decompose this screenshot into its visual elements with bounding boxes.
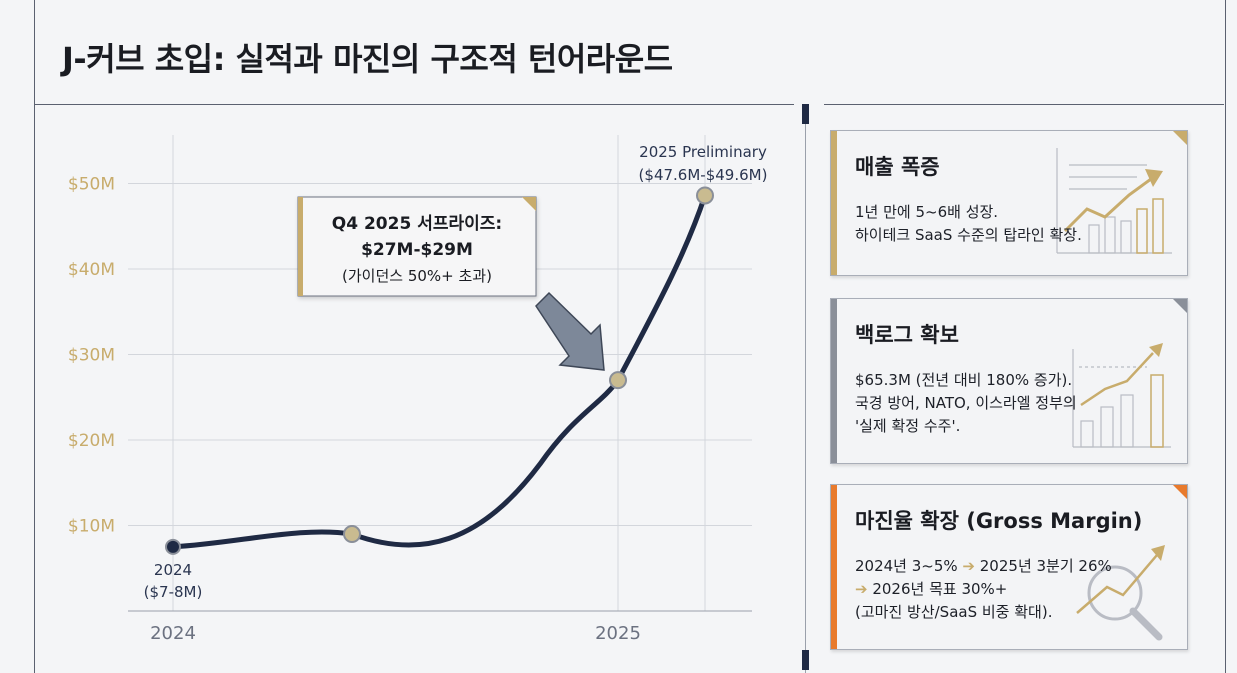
card-title: 백로그 확보 <box>855 323 959 347</box>
revenue-line <box>170 192 708 550</box>
card-corner <box>1173 299 1187 313</box>
data-point <box>165 538 181 555</box>
start-label-value: ($7-8M) <box>144 583 203 601</box>
card-revenue-surge: 매출 폭증 1년 만에 5~6배 성장. 하이테크 SaaS 수준의 탑라인 확… <box>830 130 1188 276</box>
callout-arrow-icon <box>535 291 605 371</box>
card-line: 하이테크 SaaS 수준의 탑라인 확장. <box>855 226 1082 244</box>
card-gross-margin: 마진율 확장 (Gross Margin) 2024년 3~5% ➔ 2025년… <box>830 484 1188 650</box>
card-line: '실제 확정 수주'. <box>855 417 961 435</box>
x-tick-label: 2024 <box>150 623 196 644</box>
y-tick-label: $30M <box>68 346 115 366</box>
y-tick-label: $50M <box>68 175 115 195</box>
margin-text: 2024년 3~5% <box>855 557 963 575</box>
card-line: $65.3M (전년 대비 180% 증가). <box>855 371 1073 389</box>
grid-lines <box>128 135 752 612</box>
page-title: J-커브 초입: 실적과 마진의 구조적 턴어라운드 <box>62 40 673 78</box>
margin-text: 2026년 목표 30%+ <box>867 580 1008 598</box>
card-accent <box>831 299 837 463</box>
y-tick-label: $20M <box>68 431 115 451</box>
header-rule-right <box>824 104 1224 105</box>
data-point <box>696 186 714 205</box>
card-corner <box>1173 485 1187 499</box>
card-line: 국경 방어, NATO, 이스라엘 정부의 <box>855 394 1077 412</box>
bar-chart-icon <box>1072 343 1171 448</box>
callout-note: (가이던스 50%+ 초과) <box>342 267 492 285</box>
card-line: (고마진 방산/SaaS 비중 확대). <box>855 601 1173 624</box>
arrow-right-icon: ➔ <box>855 580 868 598</box>
card-body: 2024년 3~5% ➔ 2025년 3분기 26% ➔ 2026년 목표 30… <box>855 555 1173 624</box>
data-points <box>165 186 714 555</box>
y-axis-ticks: $10M $20M $30M $40M $50M <box>68 175 115 537</box>
data-point <box>609 371 627 390</box>
data-point <box>343 525 361 544</box>
end-label-title: 2025 Preliminary <box>639 143 767 161</box>
y-tick-label: $10M <box>68 517 115 537</box>
card-accent <box>831 131 837 275</box>
start-label-year: 2024 <box>154 561 192 579</box>
card-body: 1년 만에 5~6배 성장. 하이테크 SaaS 수준의 탑라인 확장. <box>855 201 1173 247</box>
card-line: 1년 만에 5~6배 성장. <box>855 203 999 221</box>
column-divider <box>805 104 806 673</box>
card-line: 2024년 3~5% ➔ 2025년 3분기 26% <box>855 555 1173 578</box>
callout-value: $27M-$29M <box>361 240 473 260</box>
card-title: 마진율 확장 (Gross Margin) <box>855 509 1143 533</box>
card-accent <box>831 485 837 649</box>
y-tick-label: $40M <box>68 260 115 280</box>
page-frame <box>34 0 1226 673</box>
divider-cap-bottom <box>802 650 809 670</box>
card-body: $65.3M (전년 대비 180% 증가). 국경 방어, NATO, 이스라… <box>855 369 1173 438</box>
card-title: 매출 폭증 <box>855 155 940 179</box>
margin-text: (고마진 방산/SaaS 비중 확대). <box>855 603 1053 621</box>
callout-title: Q4 2025 서프라이즈: <box>332 214 502 234</box>
magnifier-icon <box>1076 545 1165 641</box>
card-backlog: 백로그 확보 $65.3M (전년 대비 180% 증가). 국경 방어, NA… <box>830 298 1188 464</box>
arrow-right-icon: ➔ <box>962 557 975 575</box>
x-axis-ticks: 2024 2025 <box>150 623 641 644</box>
margin-text: 2025년 3분기 26% <box>975 557 1112 575</box>
callout-box <box>297 196 537 297</box>
card-corner <box>1173 131 1187 145</box>
growth-chart-icon <box>1056 148 1172 254</box>
revenue-chart: $10M $20M $30M $40M $50M 2024 2025 Q4 2025 서프… <box>68 135 768 644</box>
x-tick-label: 2025 <box>595 623 641 644</box>
divider-cap-top <box>802 104 809 124</box>
card-line: ➔ 2026년 목표 30%+ <box>855 578 1173 601</box>
end-label-value: ($47.6M-$49.6M) <box>639 166 768 184</box>
header-rule-left <box>34 104 794 105</box>
